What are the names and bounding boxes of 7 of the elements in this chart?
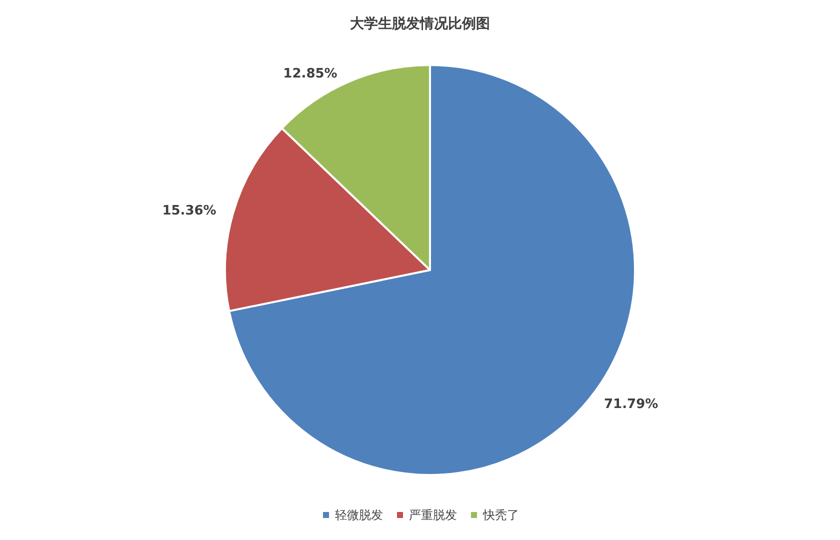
data-label: 71.79% — [604, 397, 658, 412]
chart-title: 大学生脱发情况比例图 — [350, 16, 490, 32]
legend-label: 轻微脱发 — [335, 508, 383, 522]
data-label: 12.85% — [283, 66, 338, 82]
legend-label: 快秃了 — [482, 508, 519, 522]
data-label: 15.36% — [162, 203, 216, 218]
legend-label: 严重脱发 — [409, 508, 457, 522]
